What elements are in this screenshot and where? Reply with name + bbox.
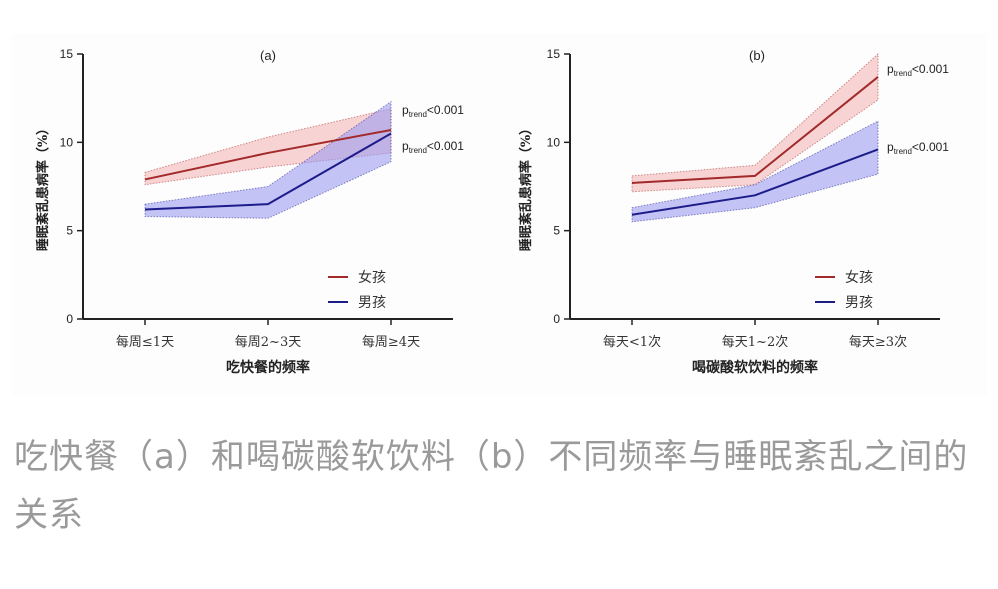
panel-a-x-tick-label: 每周≥4天 — [362, 334, 420, 350]
panel-a-y-tick-label: 5 — [66, 224, 73, 238]
panel-a-x-tick-label: 每周≤1天 — [116, 334, 174, 350]
panel-b-p-trend-annotation: ptrend<0.001 — [887, 62, 949, 78]
panel-a-y-tick-label: 15 — [60, 47, 74, 61]
panel-b-y-tick-label: 10 — [547, 135, 561, 149]
panel-b-y-axis-label: 睡眠紊乱患病率（%） — [518, 122, 534, 251]
panel-b-x-tick-label: 每天≥3次 — [849, 334, 907, 350]
charts-svg: 0 5 10 15 每周≤1天 每周2~3天 每周≥4天 (a) 吃快餐的频率 睡眠紊乱患病率（%… — [35, 47, 949, 376]
panel-a-title: (a) — [260, 48, 276, 63]
figure-panel: 0 5 10 15 每周≤1天 每周2~3天 每周≥4天 (a) 吃快餐的频率 睡眠紊乱患病率（%… — [12, 34, 987, 396]
panel-a-x-tick-label: 每周2~3天 — [235, 334, 301, 350]
figure-caption: 吃快餐（a）和喝碳酸软饮料（b）不同频率与睡眠紊乱之间的关系 — [14, 437, 969, 535]
panel-b-y-tick-label: 5 — [553, 224, 560, 238]
panel-a-x-axis-label: 吃快餐的频率 — [226, 359, 310, 376]
panel-b-p-trend-annotation: ptrend<0.001 — [887, 140, 949, 156]
panel-a-legend-label: 女孩 — [358, 269, 386, 286]
panel-b-title: (b) — [749, 48, 765, 63]
panel-b-ci-band-boys — [631, 120, 879, 223]
panel-b-legend-label: 女孩 — [845, 269, 873, 286]
panel-a-y-axis-label: 睡眠紊乱患病率（%） — [35, 122, 51, 251]
panel-b-x-tick-label: 每天<1次 — [603, 334, 661, 350]
panel-b-y-tick-label: 15 — [547, 47, 561, 61]
panel-b-ci-band-girls — [631, 52, 879, 193]
panel-b-x-tick-label: 每天1~2次 — [722, 334, 788, 350]
panel-b-legend-label: 男孩 — [845, 295, 873, 311]
panel-a-y-tick-label: 10 — [60, 135, 74, 149]
panel-a-p-trend-annotation: ptrend<0.001 — [402, 139, 464, 155]
panel-a-y-tick-label: 0 — [66, 312, 73, 326]
panel-a-ci-band-boys — [144, 100, 392, 219]
panel-a-legend-label: 男孩 — [358, 295, 386, 311]
panel-b-x-axis-label: 喝碳酸软饮料的频率 — [692, 359, 818, 376]
panel-a-p-trend-annotation: ptrend<0.001 — [402, 103, 464, 119]
panel-b-y-tick-label: 0 — [553, 312, 560, 326]
